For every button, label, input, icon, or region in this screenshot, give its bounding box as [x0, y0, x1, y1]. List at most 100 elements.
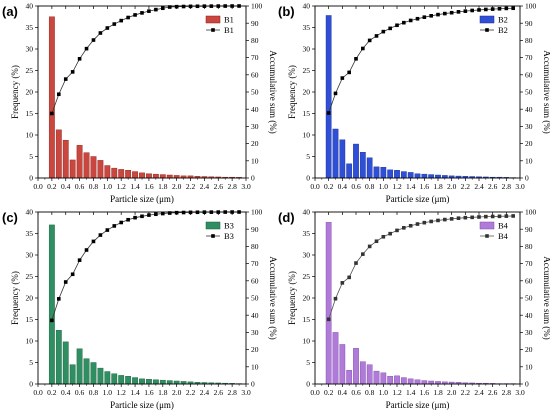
legend-line-label: B1: [224, 25, 234, 35]
y-tick-label: 25: [303, 66, 311, 75]
x-tick-label: 1.4: [406, 182, 416, 191]
bar-B4-1: [332, 332, 339, 385]
cumulative-point-B2-11: [402, 20, 406, 25]
cumulative-point-B4-10: [395, 228, 399, 233]
bar-B1-11: [125, 170, 132, 179]
cumulative-point-B2-4: [354, 57, 358, 61]
y-tick-label: 15: [303, 315, 311, 324]
x-tick-label: 1.2: [392, 182, 402, 191]
legend-bar-label: B2: [498, 15, 508, 25]
cumulative-point-B3-6: [91, 239, 96, 244]
cumulative-point-B4-22: [477, 215, 481, 219]
panel-label: (d): [278, 210, 295, 225]
bar-B1-15: [152, 173, 159, 179]
y-axis-title: Frequency (%): [287, 271, 297, 325]
bar-B4-4: [353, 348, 359, 385]
y2-tick-label: 50: [525, 88, 533, 97]
y2-tick-label: 50: [251, 294, 259, 303]
y-axis-title: Frequency (%): [10, 271, 20, 325]
cumulative-point-B4-0: [326, 317, 331, 322]
bar-B4-14: [421, 380, 428, 385]
cumulative-point-B1-2: [63, 77, 68, 81]
panel-label: (a): [2, 4, 18, 19]
plot-area: [315, 212, 520, 384]
y2-tick-label: 30: [525, 328, 533, 337]
x-tick-label: 2.6: [214, 388, 224, 397]
bar-B4-5: [359, 361, 366, 385]
bar-B2-4: [353, 143, 359, 179]
cumulative-point-B2-8: [381, 29, 386, 34]
y2-tick-label: 40: [251, 311, 259, 320]
y2-tick-label: 30: [525, 122, 533, 131]
bar-B1-14: [146, 173, 152, 179]
cumulative-point-B2-27: [511, 6, 515, 11]
y2-axis-title: Accumulative sum (%): [268, 50, 278, 133]
cumulative-point-B4-23: [484, 214, 488, 219]
bar-B2-0: [325, 15, 332, 179]
x-tick-label: 0.8: [89, 388, 99, 397]
y2-tick-label: 0: [525, 174, 529, 183]
bar-B3-4: [76, 348, 83, 385]
bar-B1-1: [55, 129, 62, 179]
cumulative-point-B4-12: [408, 223, 413, 228]
x-tick-label: 2.2: [461, 182, 471, 191]
y-tick-label: 25: [26, 66, 34, 75]
cumulative-point-B1-7: [98, 31, 103, 35]
cumulative-point-B2-0: [326, 111, 331, 115]
y-tick-label: 25: [26, 272, 34, 281]
y-tick-label: 5: [306, 152, 310, 161]
bar-B3-6: [90, 362, 97, 385]
y2-tick-label: 40: [525, 105, 533, 114]
bar-B2-11: [400, 171, 407, 179]
cumulative-point-B4-6: [367, 244, 372, 249]
y2-tick-label: 70: [525, 259, 533, 268]
y2-axis-title: Accumulative sum (%): [542, 50, 550, 133]
cumulative-point-B2-21: [470, 8, 474, 13]
y-tick-label: 30: [303, 251, 311, 260]
cumulative-point-B1-10: [119, 18, 123, 23]
bar-B2-12: [407, 172, 414, 179]
x-tick-label: 2.6: [488, 388, 498, 397]
y2-tick-label: 90: [251, 19, 259, 28]
bar-B3-13: [139, 378, 145, 385]
cumulative-point-B4-21: [470, 215, 474, 220]
y2-tick-label: 20: [251, 139, 259, 148]
cumulative-point-B1-8: [105, 26, 110, 30]
bar-B3-14: [146, 379, 152, 385]
x-tick-label: 0.6: [351, 182, 361, 191]
y2-tick-label: 10: [251, 156, 259, 165]
cumulative-point-B4-16: [436, 218, 440, 223]
cumulative-point-B3-15: [154, 212, 158, 217]
y2-tick-label: 30: [251, 328, 259, 337]
y-tick-label: 20: [26, 294, 34, 303]
x-tick-label: 2.2: [186, 182, 196, 191]
legend-bar-label: B1: [224, 15, 234, 25]
cumulative-point-B2-6: [367, 38, 372, 43]
x-tick-label: 2.6: [214, 182, 224, 191]
cumulative-point-B4-2: [340, 281, 345, 285]
cumulative-point-B4-3: [347, 275, 351, 280]
x-tick-label: 2.0: [447, 182, 457, 191]
x-tick-label: 0.6: [351, 388, 361, 397]
chart-panel-3: 0.0 0.2 0.4 0.6 0.8 1.0 1.2 1.4 1.6 1.8 2.0 2.2 2.4 2…: [2, 208, 278, 410]
y2-tick-label: 80: [525, 242, 533, 251]
cumulative-point-B2-3: [347, 70, 351, 75]
cumulative-point-B4-14: [422, 220, 427, 225]
y-tick-label: 0: [29, 380, 33, 389]
cumulative-point-B3-3: [70, 272, 75, 277]
y2-tick-label: 10: [525, 362, 533, 371]
y-tick-label: 15: [26, 315, 34, 324]
y-tick-label: 10: [26, 337, 34, 346]
y2-tick-label: 10: [251, 362, 259, 371]
x-tick-label: 0.6: [75, 388, 85, 397]
cumulative-point-B2-17: [443, 11, 447, 16]
x-tick-label: 3.0: [241, 182, 251, 191]
cumulative-line-B4: [328, 215, 514, 320]
bar-B3-16: [159, 379, 166, 385]
x-tick-label: 1.8: [158, 182, 168, 191]
x-tick-label: 0.0: [33, 182, 43, 191]
x-tick-label: 1.6: [420, 388, 430, 397]
legend-line-label: B4: [498, 231, 509, 241]
cumulative-point-B3-5: [84, 248, 89, 252]
